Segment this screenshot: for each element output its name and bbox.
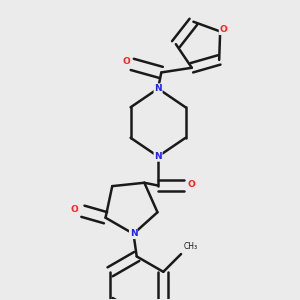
Text: O: O (122, 57, 130, 66)
Text: CH₃: CH₃ (184, 242, 198, 251)
Text: O: O (220, 25, 227, 34)
Text: N: N (154, 84, 162, 93)
Text: N: N (154, 152, 162, 161)
Text: O: O (187, 180, 195, 189)
Text: N: N (130, 229, 137, 238)
Text: O: O (71, 205, 79, 214)
